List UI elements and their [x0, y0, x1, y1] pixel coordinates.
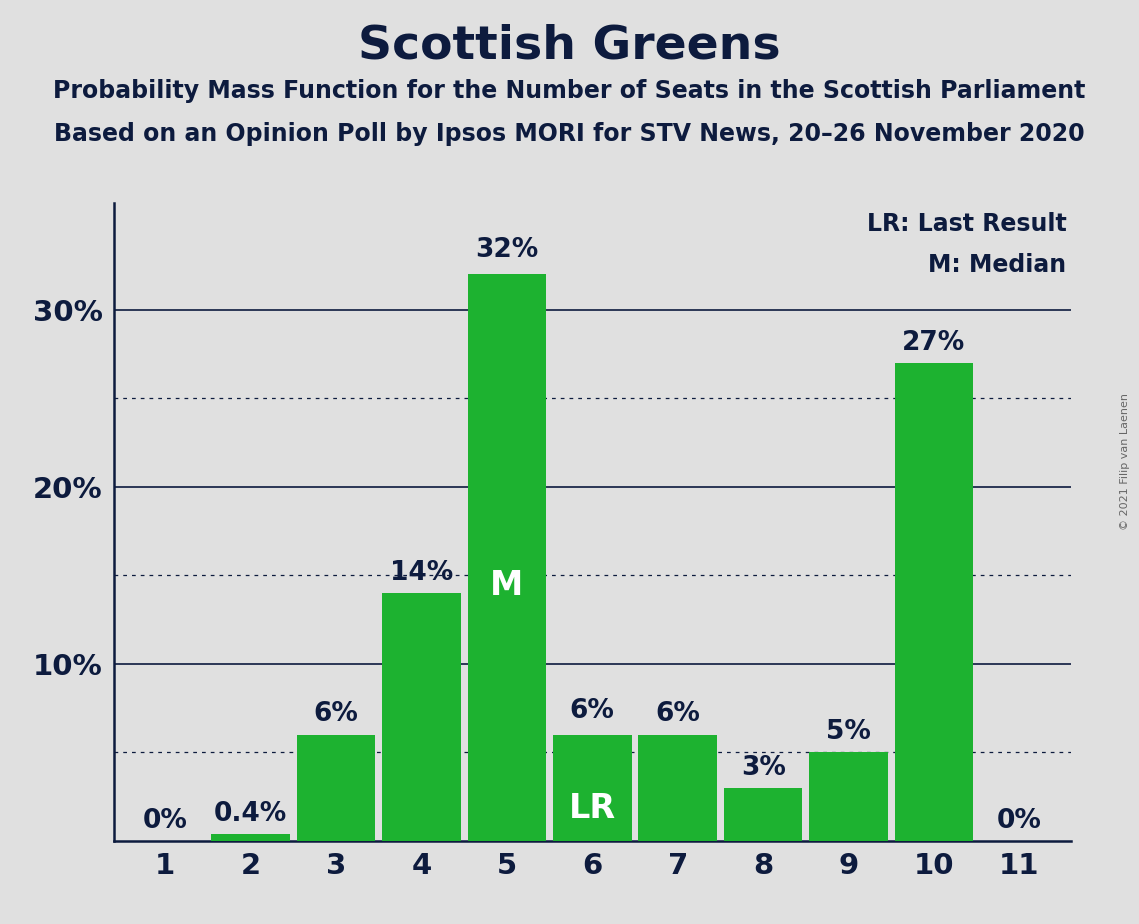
Bar — [296, 735, 376, 841]
Text: 3%: 3% — [740, 755, 786, 781]
Bar — [211, 833, 289, 841]
Bar — [468, 274, 547, 841]
Text: LR: LR — [568, 793, 616, 825]
Bar — [724, 787, 802, 841]
Bar — [895, 363, 973, 841]
Text: Probability Mass Function for the Number of Seats in the Scottish Parliament: Probability Mass Function for the Number… — [54, 79, 1085, 103]
Bar — [809, 752, 887, 841]
Bar — [383, 593, 460, 841]
Bar — [638, 735, 718, 841]
Text: LR: Last Result: LR: Last Result — [867, 213, 1066, 237]
Text: 0.4%: 0.4% — [214, 801, 287, 827]
Text: 5%: 5% — [826, 719, 871, 745]
Text: 6%: 6% — [313, 701, 359, 727]
Text: M: M — [490, 569, 524, 602]
Text: 0%: 0% — [997, 808, 1042, 833]
Text: © 2021 Filip van Laenen: © 2021 Filip van Laenen — [1120, 394, 1130, 530]
Text: Based on an Opinion Poll by Ipsos MORI for STV News, 20–26 November 2020: Based on an Opinion Poll by Ipsos MORI f… — [55, 122, 1084, 146]
Text: 0%: 0% — [142, 808, 188, 833]
Text: M: Median: M: Median — [928, 253, 1066, 277]
Bar — [554, 735, 631, 841]
Text: 6%: 6% — [570, 698, 615, 724]
Text: 14%: 14% — [390, 560, 453, 586]
Text: Scottish Greens: Scottish Greens — [358, 23, 781, 68]
Text: 6%: 6% — [655, 701, 700, 727]
Text: 32%: 32% — [475, 237, 539, 263]
Text: 27%: 27% — [902, 330, 966, 356]
